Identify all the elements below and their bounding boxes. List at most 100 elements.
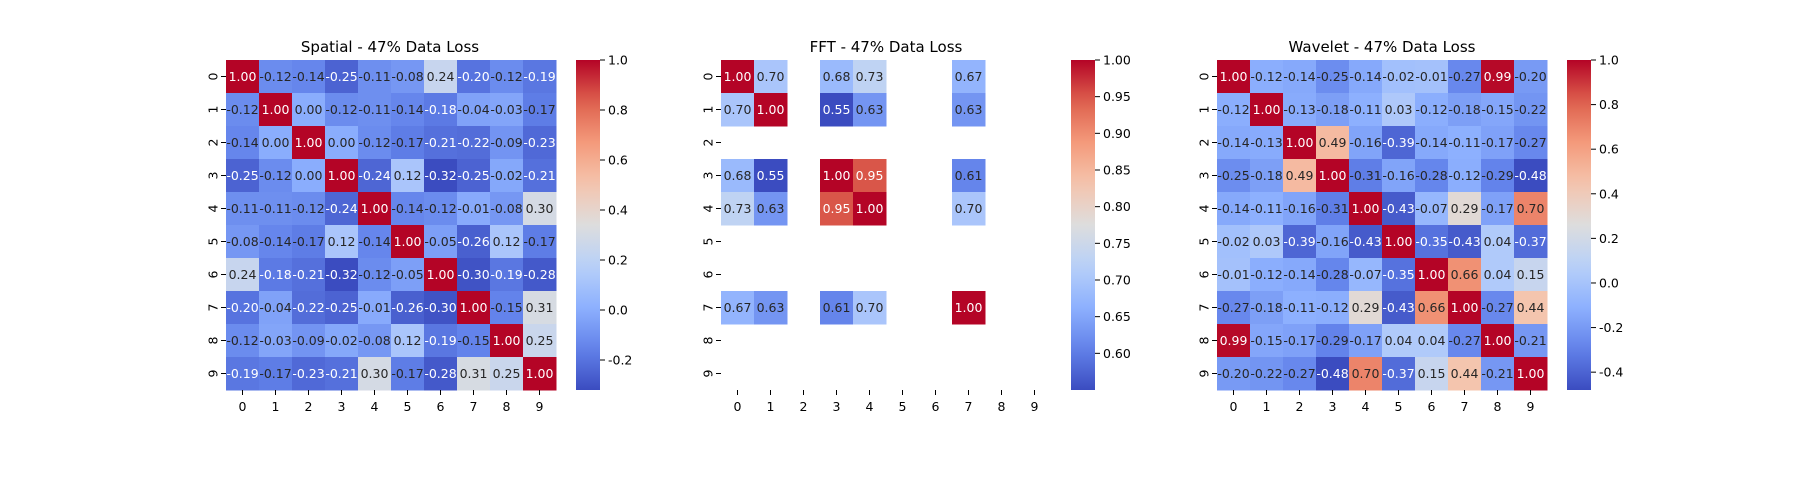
heatmap-cell-label: 1.00 [328, 168, 356, 183]
heatmap-cell-label: 1.00 [526, 366, 554, 381]
heatmap-cell-label: 0.63 [955, 102, 983, 117]
heatmap-cell-label: -0.14 [1349, 69, 1381, 84]
heatmap-cell [391, 60, 425, 94]
heatmap-cell-label: -0.01 [358, 300, 390, 315]
heatmap-cell [1217, 357, 1251, 391]
heatmap-cell [1217, 60, 1251, 94]
y-tick-label: 2 [206, 139, 221, 147]
heatmap-cell [490, 60, 524, 94]
heatmap-cell-label: -0.21 [523, 168, 555, 183]
heatmap-cell [325, 93, 359, 127]
heatmap-cell-label: -0.08 [226, 234, 258, 249]
heatmap-cell [490, 93, 524, 127]
heatmap-cell [358, 192, 392, 226]
heatmap-cell-label: -0.27 [1448, 333, 1480, 348]
heatmap-cell [1481, 324, 1515, 358]
heatmap-cell-label: -0.32 [424, 168, 456, 183]
heatmap-cell [391, 159, 425, 193]
heatmap-cell [1415, 324, 1449, 358]
heatmap-cell-label: 0.66 [1451, 267, 1479, 282]
heatmap-cell [853, 192, 887, 226]
heatmap-cell [1283, 291, 1317, 325]
heatmap-cell [952, 159, 986, 193]
y-tick-label: 6 [1197, 270, 1212, 278]
heatmap-cell-label: -0.20 [226, 300, 258, 315]
heatmap-cell-label: -0.12 [292, 201, 324, 216]
heatmap-cell-label: -0.21 [1514, 333, 1546, 348]
heatmap-cell [1514, 225, 1548, 259]
heatmap-cells-wavelet: 1.00 -0.12 -0.14 -0.25 -0.14 -0.02 -0.01 -0.27 0… [1217, 60, 1548, 391]
heatmap-cell [424, 192, 458, 226]
heatmap-cell-label: -0.48 [1316, 366, 1348, 381]
heatmap-cell [721, 93, 755, 127]
y-tick-label: 0 [206, 72, 221, 80]
heatmap-panel-fft: FFT - 47% Data Loss 1.00 0.70 0.68 0.73 0.67… [701, 38, 1131, 414]
x-tick-label: 4 [1362, 399, 1370, 414]
heatmap-cell-label: 0.73 [856, 69, 884, 84]
heatmap-cell [1481, 192, 1515, 226]
heatmap-cell [1250, 93, 1284, 127]
y-tick-label: 4 [206, 204, 221, 212]
y-tick-label: 2 [1197, 139, 1212, 147]
heatmap-cell [259, 192, 293, 226]
heatmap-cell [358, 93, 392, 127]
heatmap-cell-label: -0.11 [1349, 102, 1381, 117]
colorbar-bar [1567, 60, 1591, 390]
heatmap-cell [490, 126, 524, 160]
heatmap-cell-label: 0.12 [394, 333, 422, 348]
y-tick-label: 5 [1197, 238, 1212, 246]
heatmap-cell-label: 1.00 [295, 135, 323, 150]
x-tick-label: 9 [1031, 399, 1039, 414]
heatmap-cell [325, 324, 359, 358]
heatmap-cell [226, 291, 260, 325]
heatmap-cell [325, 357, 359, 391]
heatmap-cell-label: -0.12 [226, 333, 258, 348]
heatmap-cell-label: -0.04 [259, 300, 291, 315]
x-tick-label: 8 [998, 399, 1006, 414]
colorbar-tick-label: -0.2 [608, 353, 632, 368]
x-tick-label: 8 [503, 399, 511, 414]
heatmap-cell-label: -0.27 [1217, 300, 1249, 315]
heatmap-cell [1217, 324, 1251, 358]
heatmap-cell [1514, 357, 1548, 391]
heatmap-cell-label: -0.29 [1316, 333, 1348, 348]
heatmap-cell-label: -0.21 [325, 366, 357, 381]
heatmap-cell-label: -0.08 [490, 201, 522, 216]
heatmap-cell-label: -0.31 [1349, 168, 1381, 183]
heatmap-cell [490, 159, 524, 193]
heatmap-cell-label: 0.70 [1517, 201, 1545, 216]
heatmap-axes-wavelet: 0 1 2 3 4 5 6 7 8 9 0 1 2 3 4 5 6 7 8 9 [1197, 72, 1535, 414]
heatmap-cell-label: -0.05 [391, 267, 423, 282]
heatmap-cell-label: -0.25 [457, 168, 489, 183]
heatmap-cell-label: 0.70 [1352, 366, 1380, 381]
heatmap-cell [358, 291, 392, 325]
heatmap-cell [1514, 291, 1548, 325]
heatmap-panel-wavelet: Wavelet - 47% Data Loss 1.00 -0.12 -0.14 -0… [1197, 38, 1624, 414]
heatmap-cell-label: -0.14 [1283, 69, 1315, 84]
heatmap-cell [325, 159, 359, 193]
heatmap-cell-label: 0.55 [757, 168, 785, 183]
y-tick-label: 3 [1197, 172, 1212, 180]
heatmap-cell-label: 0.29 [1352, 300, 1380, 315]
heatmap-cell [226, 192, 260, 226]
y-tick-label: 6 [206, 270, 221, 278]
heatmap-cell-label: -0.08 [391, 69, 423, 84]
heatmap-cell [1514, 159, 1548, 193]
heatmap-cell [1316, 324, 1350, 358]
heatmap-cell-label: -0.26 [457, 234, 489, 249]
heatmap-cell-label: -0.17 [523, 234, 555, 249]
y-tick-label: 4 [701, 204, 716, 212]
heatmap-cell [1283, 192, 1317, 226]
heatmap-cell-label: 0.61 [955, 168, 983, 183]
heatmap-cell-label: 0.00 [295, 102, 323, 117]
colorbar-tick-label: 0.60 [1103, 346, 1131, 361]
heatmap-cell [721, 291, 755, 325]
heatmap-cell [1316, 291, 1350, 325]
heatmap-cell [1514, 192, 1548, 226]
heatmap-cell-label: -0.11 [259, 201, 291, 216]
heatmap-cell [1481, 159, 1515, 193]
heatmap-cell-label: -0.16 [1283, 201, 1315, 216]
y-tick-label: 9 [701, 369, 716, 377]
heatmap-cell [1448, 225, 1482, 259]
heatmap-cell [721, 60, 755, 94]
